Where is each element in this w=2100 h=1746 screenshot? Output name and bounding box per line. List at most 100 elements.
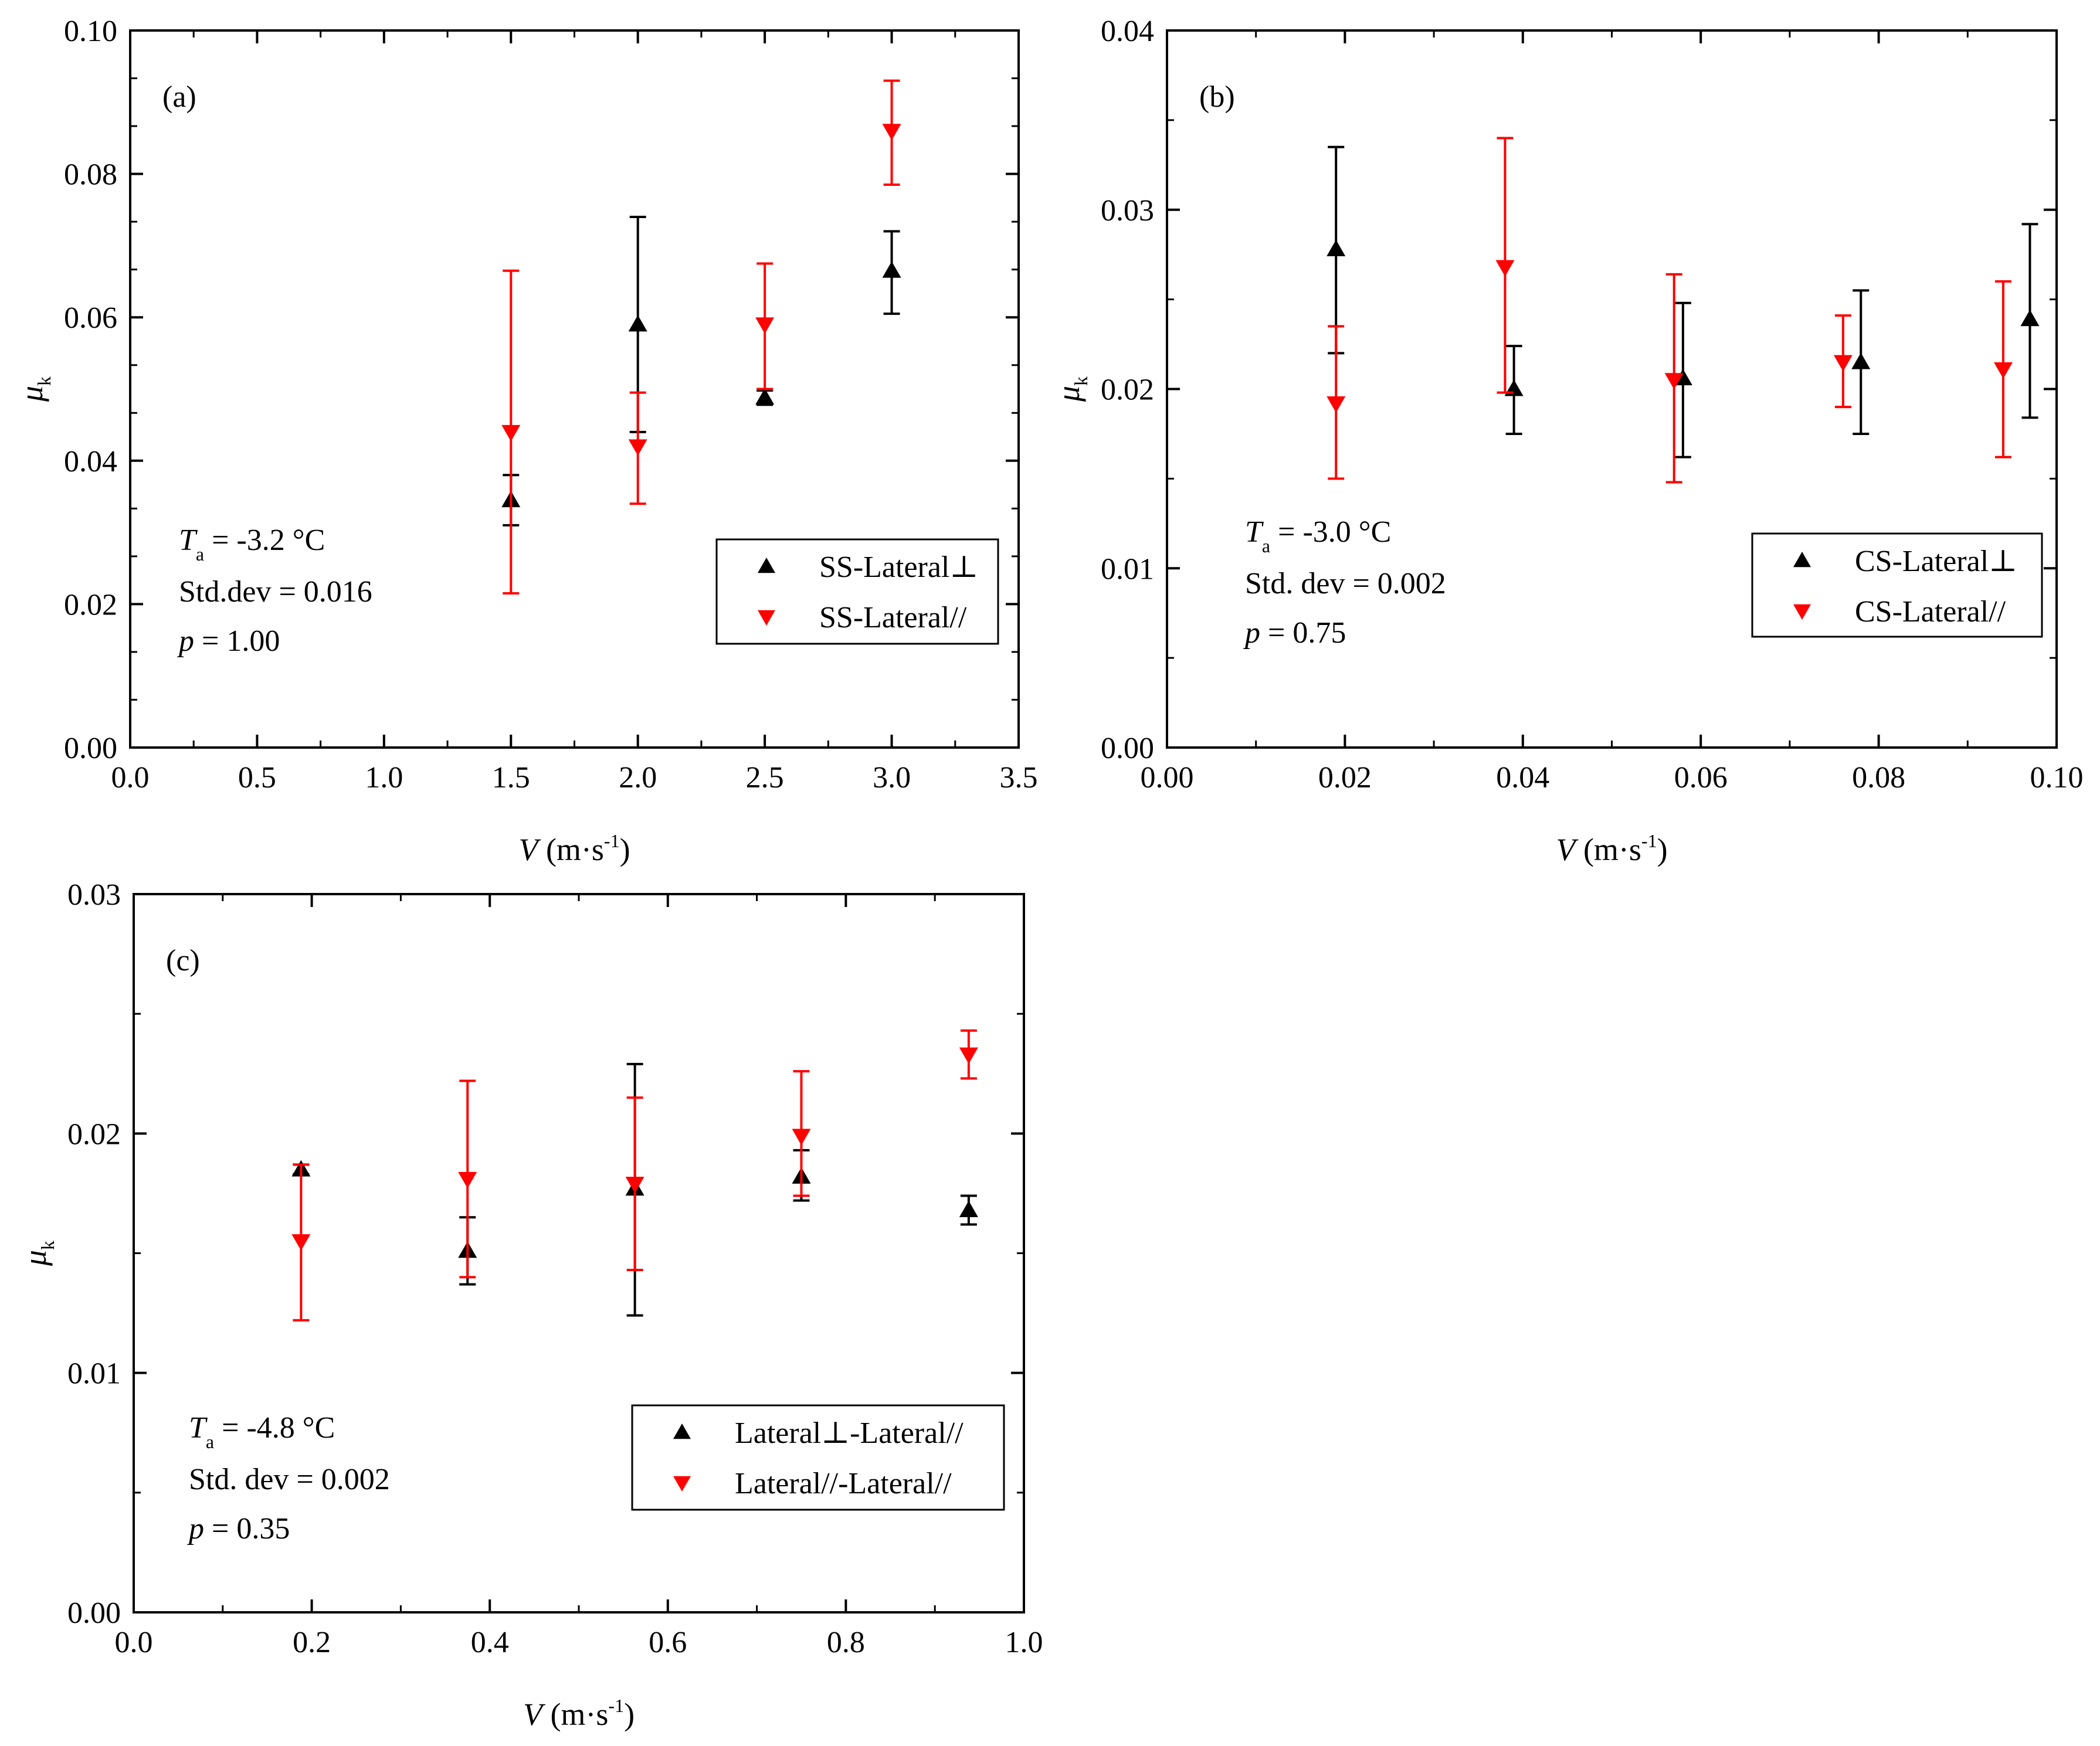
panel-c-x-tick-label: 0.6 bbox=[649, 1626, 687, 1659]
panel-c-y-tick-label: 0.02 bbox=[67, 1117, 121, 1151]
panel-c-x-tick-label: 0.0 bbox=[115, 1626, 153, 1659]
panel-b-p-value: = 0.75 bbox=[1260, 616, 1346, 650]
panel-c-p-symbol: p bbox=[186, 1512, 204, 1545]
panel-a-series-2 bbox=[501, 79, 901, 595]
panel-a-y-axis-subscript: k bbox=[33, 376, 55, 386]
panel-c-y-tick-label: 0.01 bbox=[67, 1357, 121, 1391]
panel-c-series-2 bbox=[291, 1029, 978, 1322]
panel-b-ta-subscript: a bbox=[1262, 535, 1270, 556]
panel-b-legend-marker bbox=[1793, 604, 1811, 620]
panel-c-ta-symbol: T bbox=[189, 1411, 208, 1445]
panel-b-x-tick-label: 0.08 bbox=[1852, 761, 1905, 794]
panel-b-data-point bbox=[1993, 362, 2013, 379]
panel-b-x-axis-unit-close: ) bbox=[1657, 832, 1668, 867]
panel-c-x-tick-label: 1.0 bbox=[1005, 1626, 1043, 1659]
panel-a-x-axis-unit: (m·s bbox=[538, 832, 603, 867]
panel-a-y-tick-label: 0.06 bbox=[64, 301, 117, 335]
panel-c-data-point bbox=[959, 1201, 978, 1217]
panel-a-label: (a) bbox=[162, 80, 196, 114]
panel-a-p-value-note: p = 1.00 bbox=[177, 624, 280, 658]
panel-a-p-symbol: p bbox=[177, 624, 194, 658]
panel-a-data-point bbox=[628, 315, 647, 332]
panel-a-x-tick-label: 3.5 bbox=[1000, 761, 1038, 794]
panel-a-legend: SS-Lateral⊥ SS-Lateral// bbox=[715, 538, 999, 645]
panel-b-legend: CS-Lateral⊥ CS-Lateral// bbox=[1751, 532, 2043, 638]
panel-c-x-axis-symbol: V bbox=[523, 1697, 546, 1732]
panel-a-y-axis-symbol: μ bbox=[14, 386, 49, 402]
panel-a-data-point bbox=[755, 388, 775, 405]
panel-a-y-tick-label: 0.02 bbox=[64, 588, 117, 621]
panel-b-p-symbol: p bbox=[1243, 616, 1260, 650]
panel-c-x-tick-label: 0.8 bbox=[827, 1626, 865, 1659]
panel-b-y-axis-subscript: k bbox=[1070, 376, 1091, 386]
panel-b-p-value-note: p = 0.75 bbox=[1243, 616, 1346, 650]
panel-a-legend-label: SS-Lateral// bbox=[819, 601, 967, 634]
panel-b-series-2 bbox=[1327, 137, 2013, 484]
panel-c-x-axis-unit-close: ) bbox=[624, 1697, 635, 1732]
chart-panel-a: 0.00 0.02 0.04 0.06 0.08 0.10 0.0 0.5 1.0 1.5 2.0 2… bbox=[14, 15, 1038, 867]
panel-a-data-point bbox=[628, 439, 647, 456]
panel-c-p-value-note: p = 0.35 bbox=[186, 1512, 290, 1545]
panel-b-x-tick-label: 0.06 bbox=[1674, 761, 1728, 794]
panel-b-x-axis-unit: (m·s bbox=[1575, 832, 1641, 867]
panel-b-data-point bbox=[1833, 355, 1853, 372]
panel-b-y-tick-label: 0.00 bbox=[1101, 732, 1154, 765]
panel-a-x-tick-label: 1.0 bbox=[365, 761, 403, 794]
panel-b-x-tick-label: 0.04 bbox=[1496, 761, 1549, 794]
panel-a-legend-label: SS-Lateral⊥ bbox=[819, 551, 978, 584]
panel-c-y-axis-title: μk bbox=[18, 1241, 58, 1266]
panel-a-x-axis-unit-close: ) bbox=[620, 832, 630, 867]
panel-a-y-tick-label: 0.10 bbox=[64, 15, 117, 48]
panel-a-legend-marker bbox=[758, 610, 775, 626]
panel-c-legend: Lateral⊥-Lateral// Lateral//-Lateral// bbox=[631, 1404, 1005, 1511]
chart-panel-c: 0.00 0.01 0.02 0.03 0.0 0.2 0.4 0.6 0.8 1.0 V (m·s… bbox=[18, 878, 1043, 1732]
panel-b-data-point bbox=[1664, 373, 1684, 390]
panel-a-x-axis-symbol: V bbox=[518, 832, 541, 867]
panel-a-data-point bbox=[501, 424, 521, 441]
panel-b-x-axis-title: V (m·s-1) bbox=[1556, 830, 1667, 867]
panel-a-p-value: = 1.00 bbox=[194, 624, 280, 658]
panel-b-x-axis-unit-exponent: -1 bbox=[1641, 830, 1657, 851]
panel-b-data-point bbox=[1327, 396, 1346, 413]
panel-b-y-axis-title: μk bbox=[1051, 376, 1091, 402]
panel-b-data-point bbox=[1495, 260, 1515, 277]
panel-b-ta-value: = -3.0 °C bbox=[1270, 515, 1391, 549]
panel-c-legend-label: Lateral⊥-Lateral// bbox=[735, 1416, 964, 1450]
panel-b-x-tick-label: 0.10 bbox=[2030, 761, 2084, 794]
panel-b-ta-symbol: T bbox=[1245, 515, 1264, 549]
panel-b-legend-label: CS-Lateral// bbox=[1855, 595, 2006, 629]
panel-a-ta-symbol: T bbox=[179, 524, 198, 557]
panel-b-data-point bbox=[1327, 240, 1346, 257]
panel-b-x-tick-label: 0.00 bbox=[1141, 761, 1194, 794]
panel-c-legend-label: Lateral//-Lateral// bbox=[735, 1467, 952, 1500]
panel-b-data-point bbox=[1851, 352, 1871, 369]
panel-b-label: (b) bbox=[1199, 80, 1235, 114]
panel-c-x-axis-unit-exponent: -1 bbox=[608, 1695, 624, 1716]
panel-a-y-tick-label: 0.00 bbox=[64, 732, 117, 765]
panel-b-x-axis-symbol: V bbox=[1556, 832, 1579, 867]
panel-c-x-axis-title: V (m·s-1) bbox=[523, 1695, 635, 1732]
panel-b-y-tick-label: 0.02 bbox=[1101, 373, 1154, 407]
panel-c-label: (c) bbox=[166, 944, 200, 977]
panel-a-y-tick-label: 0.08 bbox=[64, 158, 117, 192]
panel-c-data-point bbox=[458, 1171, 477, 1188]
panel-c-y-axis-subscript: k bbox=[37, 1241, 58, 1250]
panel-b-x-tick-label: 0.02 bbox=[1318, 761, 1372, 794]
panel-c-std-dev-note: Std. dev = 0.002 bbox=[189, 1463, 390, 1496]
panel-b-y-tick-label: 0.01 bbox=[1101, 552, 1154, 586]
panel-a-y-tick-label: 0.04 bbox=[64, 445, 117, 478]
panel-a-data-point bbox=[755, 317, 775, 334]
panel-a-data-point bbox=[882, 261, 901, 278]
panel-a-data-point bbox=[882, 124, 901, 141]
panel-a-x-tick-label: 2.0 bbox=[619, 761, 657, 794]
panel-b-y-tick-label: 0.04 bbox=[1101, 15, 1154, 48]
panel-b-legend-box bbox=[1751, 532, 2043, 638]
panel-b-temperature-note: Ta = -3.0 °C bbox=[1245, 515, 1391, 556]
panel-a-legend-marker bbox=[758, 558, 775, 573]
panel-b-legend-marker bbox=[1793, 552, 1811, 568]
panel-c-data-point bbox=[625, 1177, 644, 1194]
panel-c-legend-marker bbox=[673, 1424, 691, 1439]
panel-a-y-axis-title: μk bbox=[14, 376, 55, 402]
panel-a-temperature-note: Ta = -3.2 °C bbox=[179, 524, 325, 565]
